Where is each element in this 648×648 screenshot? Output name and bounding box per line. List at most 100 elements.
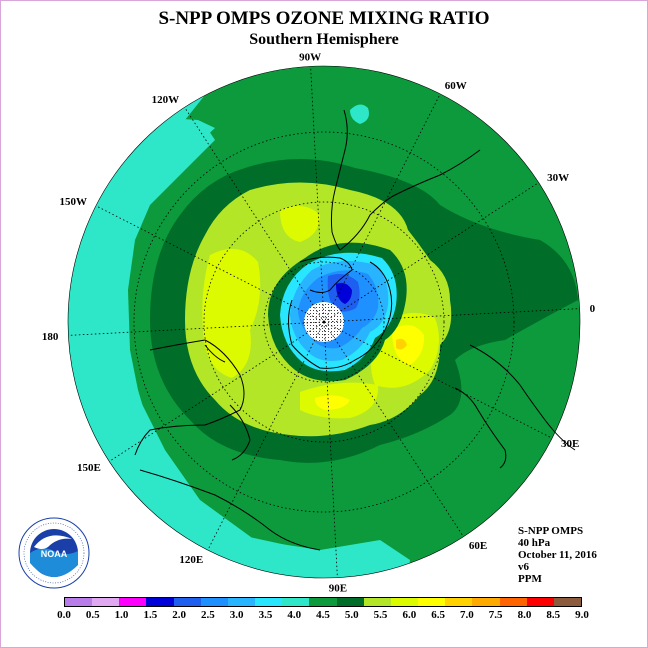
info-level: 40 hPa (518, 537, 551, 549)
longitude-label: 90W (299, 51, 321, 63)
longitude-label: 0 (590, 303, 596, 315)
info-date: October 11, 2016 (518, 549, 597, 561)
band-7-0 (396, 338, 407, 350)
coastline-australia (134, 339, 245, 456)
band-4-0-southeast (120, 330, 300, 560)
longitude-label: 150E (77, 462, 101, 474)
colorbar-tick-label: 7.0 (460, 609, 474, 621)
colorbar-cell (526, 598, 554, 606)
meridian-line (323, 308, 580, 323)
colorbar-tick-label: 5.5 (373, 609, 388, 621)
meridian-line (310, 66, 325, 323)
colorbar-tick-label: 2.5 (201, 609, 215, 621)
colorbar-ticks: 0.0 0.5 1.0 1.5 2.0 2.5 3.0 3.5 4.0 4.5 5.0 5.5 6.0 6… (49, 609, 597, 623)
meridian-line (68, 321, 325, 336)
colorbar-cell (472, 598, 500, 606)
map-title: S-NPP OMPS OZONE MIXING RATIO (158, 8, 490, 29)
colorbar-cell (255, 598, 283, 606)
longitude-label: 120W (152, 94, 180, 106)
colorbar-tick-label: 7.5 (488, 609, 503, 621)
graticule (68, 66, 580, 578)
colorbar-tick-label: 8.5 (546, 609, 561, 621)
band-4-0-small (350, 104, 369, 124)
map-boundary (67, 65, 581, 579)
colorbar-cell (173, 598, 201, 606)
band-6-0-north (280, 206, 320, 242)
colorbar-cell (65, 598, 93, 606)
colorbar-cell (200, 598, 228, 606)
colorbar-cell (445, 598, 473, 606)
colorbar-tick-label: 0.5 (85, 609, 100, 621)
coastline-antarctic-peninsula (299, 256, 353, 293)
colorbar-tick-label: 4.5 (316, 609, 330, 621)
colorbar-tick-label: 2.0 (172, 609, 186, 621)
band-4-0-west-bump (160, 118, 215, 150)
longitude-label: 60W (445, 80, 467, 92)
meridian-line (323, 93, 441, 323)
meridian-line (109, 321, 325, 462)
longitude-label: 30E (561, 438, 579, 450)
colorbar-tick-label: 4.0 (287, 609, 302, 621)
map-subtitle: Southern Hemisphere (249, 31, 399, 48)
colorbar-tick-label: 1.5 (143, 609, 158, 621)
colorbar-tick-label: 6.0 (402, 609, 417, 621)
latitude-circle-inner (263, 261, 385, 383)
longitude-label: 90E (329, 583, 347, 595)
meridian-line (323, 182, 539, 323)
meridian-line (207, 321, 325, 551)
coastline-indonesia (139, 469, 321, 551)
meridian-line (323, 321, 464, 537)
info-units: PPM (518, 573, 542, 585)
colorbar-tick-label: 8.0 (517, 609, 532, 621)
meridian-line (95, 205, 325, 323)
colorbar-cell (309, 598, 337, 606)
meridian-line (323, 321, 338, 578)
band-1-5 (336, 282, 352, 304)
coastline-madagascar (454, 387, 507, 469)
colorbar-cell (119, 598, 147, 606)
colorbar-tick-label: 3.0 (229, 609, 244, 621)
latitude-circle-outer (133, 131, 515, 513)
band-6-5-east (392, 325, 425, 365)
colorbar-cell (92, 598, 120, 606)
coastlines (134, 109, 576, 551)
longitude-label: 60E (469, 540, 487, 552)
coastline-new-zealand (229, 404, 251, 461)
colorbar-cell (390, 598, 419, 606)
info-version: v6 (518, 561, 529, 573)
band-6-5-south (314, 395, 350, 410)
latitude-circle-middle (203, 201, 445, 443)
longitude-label: 180 (42, 331, 59, 343)
longitude-label: 150W (60, 196, 88, 208)
colorbar-tick-label: 9.0 (575, 609, 589, 621)
colorbar-tick-label: 1.0 (114, 609, 129, 621)
colorbar-tick-label: 5.0 (344, 609, 359, 621)
longitude-label: 120E (179, 554, 203, 566)
logo-text: NOAA (41, 549, 68, 559)
band-6-0-west (202, 248, 261, 378)
colorbar-cell (146, 598, 174, 606)
meridians (68, 66, 580, 578)
noaa-logo: NOAA (18, 517, 90, 589)
coastline-south-america (330, 109, 481, 251)
colorbar-cell (499, 598, 527, 606)
longitude-label: 30W (547, 172, 569, 184)
coastline-antarctica (288, 261, 393, 369)
colorbar-cell (336, 598, 364, 606)
colorbar-tick-label: 0.0 (57, 609, 71, 621)
colorbar (64, 597, 582, 607)
colorbar-cell (282, 598, 310, 606)
ozone-field (68, 66, 580, 578)
info-block: S-NPP OMPS 40 hPa October 11, 2016 v6 PP… (518, 525, 597, 585)
colorbar-cell (227, 598, 256, 606)
meridian-line (323, 321, 553, 439)
coastline-africa (469, 344, 576, 451)
meridian-line (184, 107, 325, 323)
colorbar-cell (363, 598, 391, 606)
colorbar-cell (418, 598, 446, 606)
coastline-islands-west (204, 344, 226, 363)
longitude-labels: 90W 60W 30W 0 30E 60E 90E 120E 150E 180 150W 120W (42, 51, 596, 594)
colorbar-tick-label: 3.5 (258, 609, 273, 621)
colorbar-tick-label: 6.5 (431, 609, 445, 621)
